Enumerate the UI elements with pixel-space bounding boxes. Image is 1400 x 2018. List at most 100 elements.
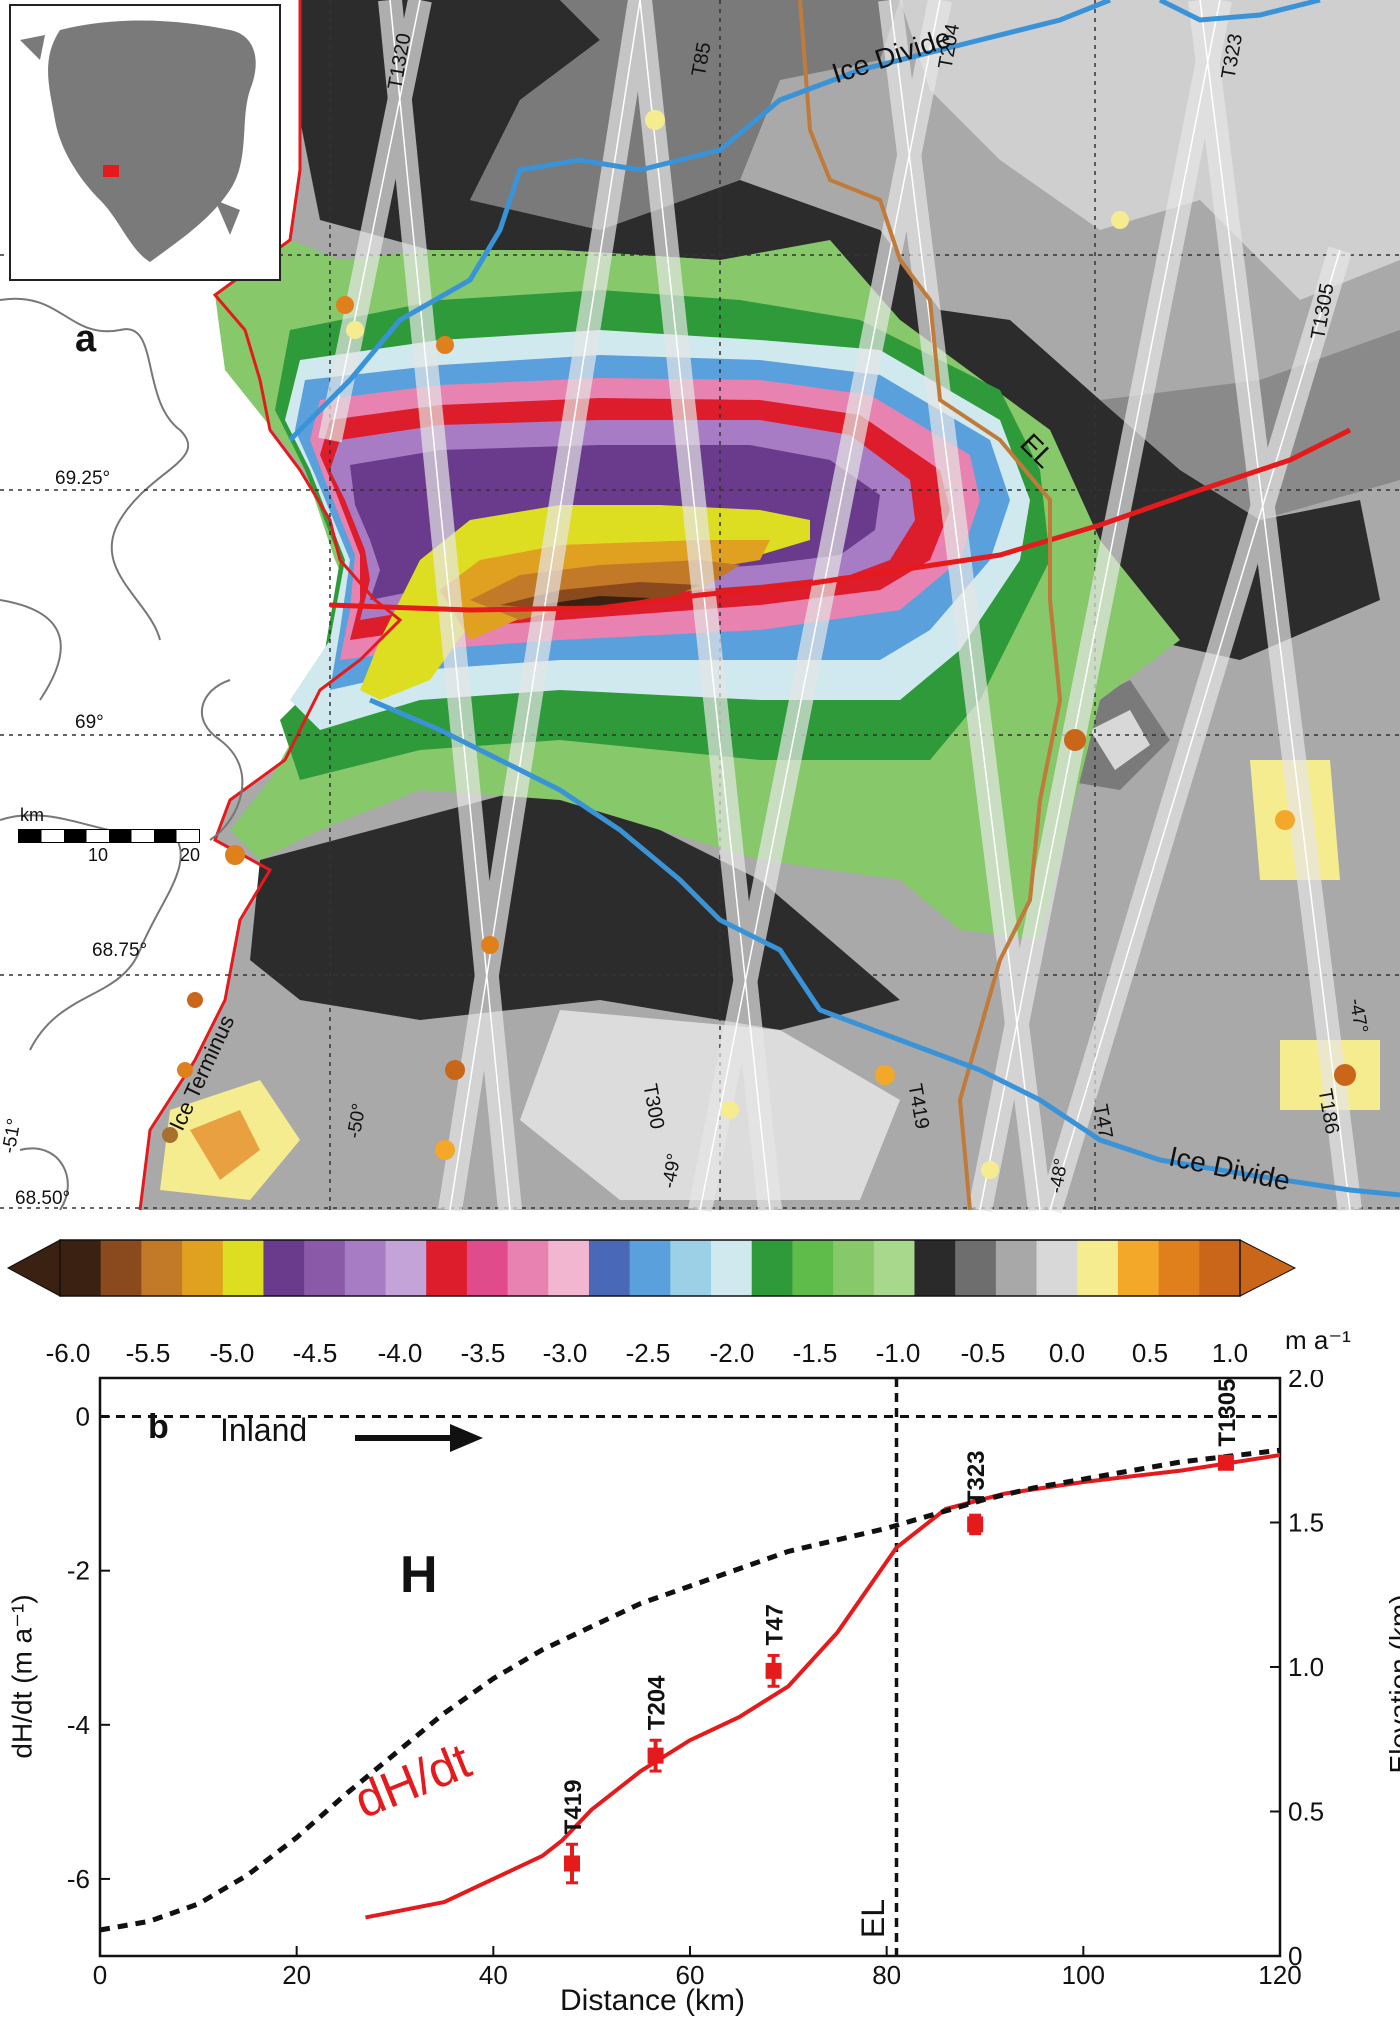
colorbar-cell — [1117, 1240, 1160, 1296]
lat-label-68-75: 68.75° — [92, 940, 148, 961]
colorbar-cell — [629, 1240, 671, 1296]
colorbar-cell — [507, 1240, 549, 1296]
colorbar-tick: -3.5 — [460, 1338, 506, 1368]
colorbar-tick: 0.5 — [1131, 1338, 1169, 1368]
series-line-h — [99, 1447, 1281, 1933]
colorbar-cell — [1158, 1240, 1200, 1296]
greenland-inset — [48, 20, 256, 262]
colorbar-tick: -5.5 — [125, 1338, 171, 1368]
x-tick-label: 20 — [282, 1960, 311, 1990]
colorbar-cell — [466, 1240, 509, 1296]
ice-divide-north-2 — [1158, 0, 1321, 23]
y-right-tick-label: 2.0 — [1288, 1370, 1324, 1393]
scale-bar-unit: km — [20, 805, 44, 825]
point-label: T1305 — [1214, 1379, 1241, 1447]
colorbar-cell — [1199, 1240, 1241, 1296]
colorbar-cell — [344, 1240, 387, 1296]
series-line-dhdt — [365, 1453, 1281, 1920]
colorbar-cell — [100, 1240, 142, 1296]
colorbar-tick: 0.0 — [1048, 1338, 1086, 1368]
lat-label-68-50: 68.50° — [15, 1188, 71, 1209]
colorbar-cell — [792, 1240, 834, 1296]
study-area-marker — [103, 165, 119, 177]
h-curve-label: H — [400, 1546, 438, 1604]
panel-label-a: a — [75, 318, 97, 360]
y-right-tick-label: 1.5 — [1288, 1508, 1324, 1538]
point-label: T204 — [644, 1675, 671, 1730]
el-line — [798, 0, 1063, 1211]
colorbar-cell — [588, 1240, 631, 1296]
colorbar-tick: -2.5 — [625, 1338, 671, 1368]
data-point-t323 — [967, 1513, 984, 1536]
colorbar-tick: -4.0 — [377, 1338, 423, 1368]
chart-panel: 0 20 40 60 80 100 120 -6 -4 -2 0 0 0.5 1.0 1.5 2.0 T419 T… — [0, 1370, 1400, 2017]
y-axis-title-left: dH/dt (m a⁻¹) — [6, 1594, 38, 1759]
colorbar-cell — [833, 1240, 875, 1296]
flowline — [329, 427, 1352, 613]
point-label: T47 — [762, 1604, 789, 1645]
x-tick-label: 40 — [479, 1960, 508, 1990]
data-point-t47 — [765, 1653, 782, 1688]
colorbar-tick: -4.5 — [292, 1338, 338, 1368]
ice-divide-north — [288, 0, 1111, 442]
y-right-tick-label: 0.5 — [1288, 1797, 1324, 1827]
point-label: T323 — [963, 1450, 990, 1505]
lat-label-69-25: 69.25° — [55, 468, 111, 489]
colorbar-tick: -0.5 — [960, 1338, 1006, 1368]
colorbar-tick: 1.0 — [1211, 1338, 1249, 1368]
y-left-tick-label: -6 — [67, 1864, 90, 1894]
colorbar-graphic — [6, 1239, 1297, 1297]
colorbar-tick: -2.0 — [709, 1338, 755, 1368]
colorbar-cell — [711, 1240, 753, 1296]
colorbar-cell — [60, 1240, 102, 1296]
data-point-t204 — [647, 1738, 664, 1773]
colorbar-cell — [955, 1240, 997, 1296]
colorbar-arrow-low — [6, 1239, 61, 1297]
colorbar-cell — [385, 1240, 427, 1296]
y-right-tick-label: 0 — [1288, 1941, 1302, 1971]
scale-bar: km 10 20 — [18, 805, 201, 865]
colorbar-tick: -1.0 — [875, 1338, 921, 1368]
lat-label-69: 69° — [75, 712, 104, 733]
colorbar-cell — [426, 1240, 468, 1296]
y-left-tick-label: 0 — [76, 1402, 90, 1432]
x-tick-label: 0 — [93, 1960, 107, 1990]
colorbar-cell — [670, 1240, 712, 1296]
x-axis-title: Distance (km) — [560, 1984, 746, 2017]
colorbar-tick: -5.0 — [209, 1338, 255, 1368]
colorbar-cell — [548, 1240, 590, 1296]
inland-label: Inland — [220, 1412, 308, 1448]
x-tick-label: 100 — [1062, 1960, 1105, 1990]
y-axis-title-right: Elevation (km) — [1384, 1594, 1400, 1774]
y-right-tick-label: 1.0 — [1288, 1652, 1324, 1682]
colorbar-cell — [1077, 1240, 1119, 1296]
colorbar-cell — [182, 1240, 224, 1296]
colorbar-cell — [263, 1240, 305, 1296]
y-left-tick-label: -2 — [67, 1556, 90, 1586]
colorbar-unit: m a⁻¹ — [1285, 1325, 1351, 1355]
panel-label-b: b — [148, 1408, 169, 1446]
map-graphic — [0, 0, 1400, 1214]
y-left-tick-label: -4 — [67, 1710, 90, 1740]
chart-graphic: 0 20 40 60 80 100 120 -6 -4 -2 0 0 0.5 1.0 1.5 2.0 T419 T… — [67, 1370, 1324, 1990]
plot-frame — [98, 1376, 1282, 1958]
colorbar-tick: -6.0 — [45, 1338, 91, 1368]
data-point-t1305 — [1217, 1454, 1234, 1471]
colorbar-cell — [873, 1240, 915, 1296]
colorbar — [0, 1228, 1400, 1338]
colorbar-cell — [1036, 1240, 1078, 1296]
el-axis-label: EL — [855, 1898, 892, 1939]
colorbar-cell — [222, 1240, 264, 1296]
scale-bar-tick-20: 20 — [180, 845, 201, 865]
colorbar-tick: -3.0 — [542, 1338, 588, 1368]
inland-arrow-icon — [355, 1424, 483, 1452]
colorbar-tick: -1.5 — [792, 1338, 838, 1368]
colorbar-cell — [995, 1240, 1038, 1296]
x-tick-label: 120 — [1258, 1960, 1301, 1990]
ice-terminus — [138, 0, 403, 1211]
x-tick-label: 60 — [676, 1960, 705, 1990]
ice-divide-south — [369, 697, 1400, 1198]
colorbar-arrow-high — [1239, 1239, 1297, 1297]
point-label: T419 — [560, 1780, 587, 1835]
colorbar-cell — [304, 1240, 346, 1296]
